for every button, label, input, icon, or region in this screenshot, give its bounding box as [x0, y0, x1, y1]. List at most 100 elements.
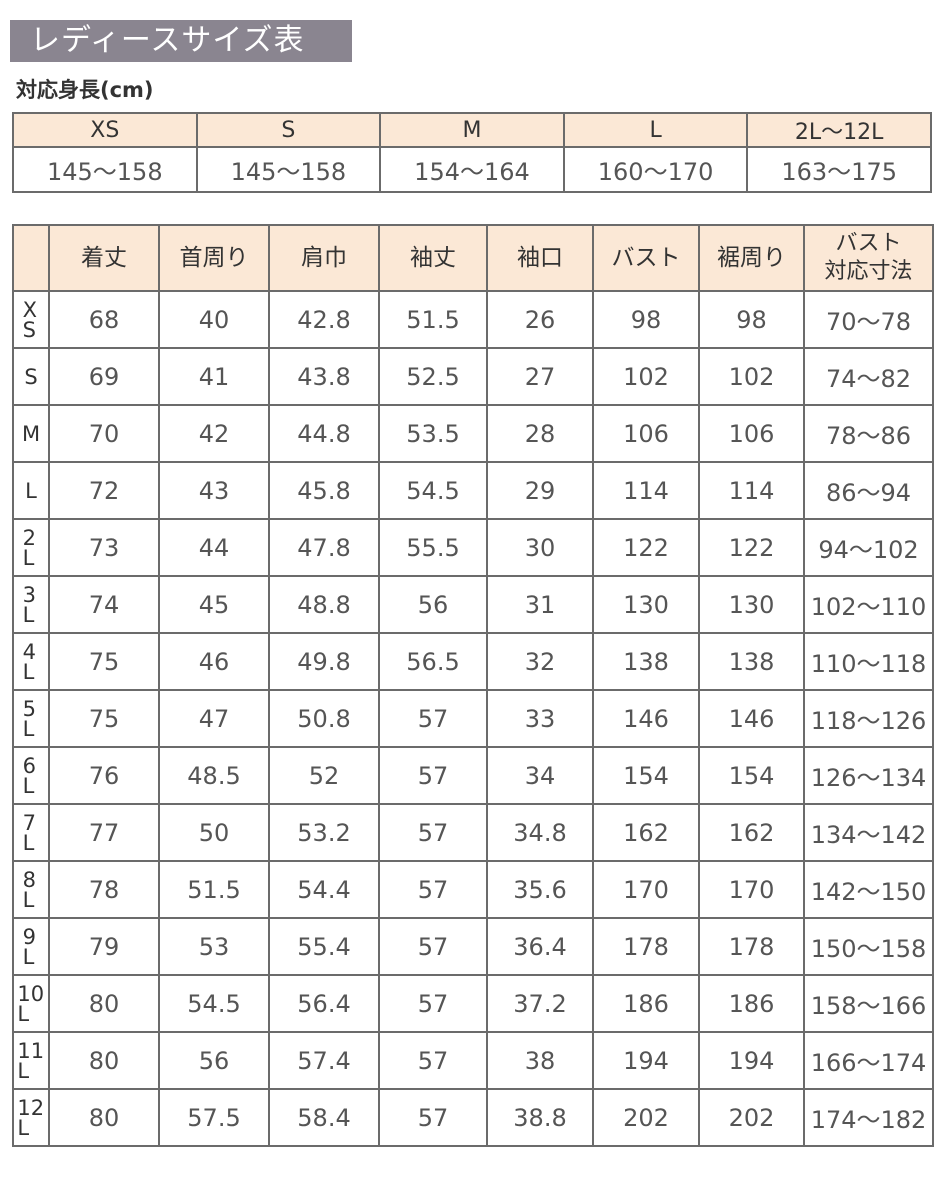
measurement-cell: 57: [378, 1031, 488, 1090]
measurement-cell: 28: [486, 404, 594, 463]
measurement-cell: 34.8: [486, 803, 594, 862]
height-table: XS S M L 2L〜12L 145〜158 145〜158 154〜164 160〜170…: [12, 112, 932, 193]
measurement-cell: 75: [48, 689, 160, 748]
measurement-cell: 72: [48, 461, 160, 520]
measurement-cell: 69: [48, 347, 160, 406]
size-label: S: [24, 364, 38, 389]
measurement-cell: 94〜102: [803, 518, 934, 577]
measurement-cell: 34: [486, 746, 594, 805]
measurement-cell: 46: [158, 632, 270, 691]
height-size-header: XS: [12, 112, 198, 148]
size-label: 11L: [17, 1038, 45, 1083]
measurement-cell: 45.8: [268, 461, 380, 520]
size-label: 9L: [22, 924, 36, 969]
size-label-cell: M: [12, 404, 50, 463]
height-size-header: S: [195, 112, 382, 148]
size-label: 2L: [22, 525, 36, 570]
column-header: 首周り: [158, 224, 270, 292]
measurement-cell: 202: [592, 1088, 700, 1147]
table-row: 12L 80 57.5 58.4 57 38.8 202 202 174〜182: [12, 1088, 934, 1147]
measurement-cell: 134〜142: [803, 803, 934, 862]
measurement-cell: 142〜150: [803, 860, 934, 919]
table-row: 6L 76 48.5 52 57 34 154 154 126〜134: [12, 746, 934, 805]
table-row: 8L 78 51.5 54.4 57 35.6 170 170 142〜150: [12, 860, 934, 919]
measurement-cell: 158〜166: [803, 974, 934, 1033]
measurement-cell: 80: [48, 1088, 160, 1147]
size-label: L: [25, 478, 37, 503]
measurement-cell: 106: [698, 404, 805, 463]
measurement-cell: 162: [698, 803, 805, 862]
measurement-cell: 56: [158, 1031, 270, 1090]
size-label-cell: 8L: [12, 860, 50, 919]
measurement-cell: 77: [48, 803, 160, 862]
measurement-cell: 48.8: [268, 575, 380, 634]
measurement-cell: 30: [486, 518, 594, 577]
measurement-cell: 154: [592, 746, 700, 805]
table-row: 7L 77 50 53.2 57 34.8 162 162 134〜142: [12, 803, 934, 862]
size-label: 3L: [22, 582, 36, 627]
measurement-cell: 56: [378, 575, 488, 634]
measurement-cell: 54.5: [158, 974, 270, 1033]
measurement-cell: 122: [698, 518, 805, 577]
measurement-cell: 57: [378, 917, 488, 976]
measurement-cell: 150〜158: [803, 917, 934, 976]
measurement-cell: 73: [48, 518, 160, 577]
height-size-header: 2L〜12L: [746, 112, 932, 148]
measurement-cell: 31: [486, 575, 594, 634]
measurement-cell: 57: [378, 974, 488, 1033]
measurement-cell: 38: [486, 1031, 594, 1090]
measurement-cell: 52.5: [378, 347, 488, 406]
measurement-cell: 51.5: [378, 290, 488, 349]
measurement-cell: 202: [698, 1088, 805, 1147]
height-table-header: XS S M L 2L〜12L: [12, 112, 932, 148]
measurement-cell: 57: [378, 803, 488, 862]
table-row: 9L 79 53 55.4 57 36.4 178 178 150〜158: [12, 917, 934, 976]
measurement-cell: 76: [48, 746, 160, 805]
measurement-cell: 51.5: [158, 860, 270, 919]
measurement-cell: 32: [486, 632, 594, 691]
measurement-cell: 55.4: [268, 917, 380, 976]
measurement-cell: 74〜82: [803, 347, 934, 406]
size-label-cell: 3L: [12, 575, 50, 634]
size-label-cell: 10L: [12, 974, 50, 1033]
measurement-cell: 110〜118: [803, 632, 934, 691]
size-label: 10L: [17, 981, 45, 1026]
measurement-cell: 33: [486, 689, 594, 748]
measurement-cell: 114: [592, 461, 700, 520]
measurement-cell: 50.8: [268, 689, 380, 748]
column-header: 肩巾: [268, 224, 380, 292]
measurement-cell: 174〜182: [803, 1088, 934, 1147]
column-header: 袖口: [486, 224, 594, 292]
size-label: XS: [22, 297, 37, 342]
measurement-cell: 58.4: [268, 1088, 380, 1147]
measurement-cell: 49.8: [268, 632, 380, 691]
measurement-cell: 79: [48, 917, 160, 976]
measurement-cell: 80: [48, 1031, 160, 1090]
measurement-cell: 55.5: [378, 518, 488, 577]
measurement-cell: 118〜126: [803, 689, 934, 748]
height-range-cell: 154〜164: [379, 146, 565, 193]
measurement-cell: 68: [48, 290, 160, 349]
table-row: 2L 73 44 47.8 55.5 30 122 122 94〜102: [12, 518, 934, 577]
column-header: バスト: [592, 224, 700, 292]
table-row: 4L 75 46 49.8 56.5 32 138 138 110〜118: [12, 632, 934, 691]
measurement-cell: 38.8: [486, 1088, 594, 1147]
measurement-cell: 53.2: [268, 803, 380, 862]
measurement-cell: 40: [158, 290, 270, 349]
size-label-cell: 12L: [12, 1088, 50, 1147]
measurement-cell: 78〜86: [803, 404, 934, 463]
size-label: 4L: [22, 639, 36, 684]
size-label: 12L: [17, 1095, 45, 1140]
measurement-cell: 78: [48, 860, 160, 919]
measurement-cell: 178: [592, 917, 700, 976]
measurement-cell: 57.4: [268, 1031, 380, 1090]
measurement-cell: 170: [698, 860, 805, 919]
measurement-cell: 138: [592, 632, 700, 691]
table-row: 5L 75 47 50.8 57 33 146 146 118〜126: [12, 689, 934, 748]
measurement-cell: 102: [698, 347, 805, 406]
size-label-cell: 7L: [12, 803, 50, 862]
measurement-cell: 102: [592, 347, 700, 406]
height-table-values: 145〜158 145〜158 154〜164 160〜170 163〜175: [12, 146, 932, 193]
measurement-cell: 130: [592, 575, 700, 634]
size-table: 着丈 首周り 肩巾 袖丈 袖口 バスト 裾周り バスト 対応寸法 XS 68 40 42.8 51.5…: [12, 224, 934, 1147]
